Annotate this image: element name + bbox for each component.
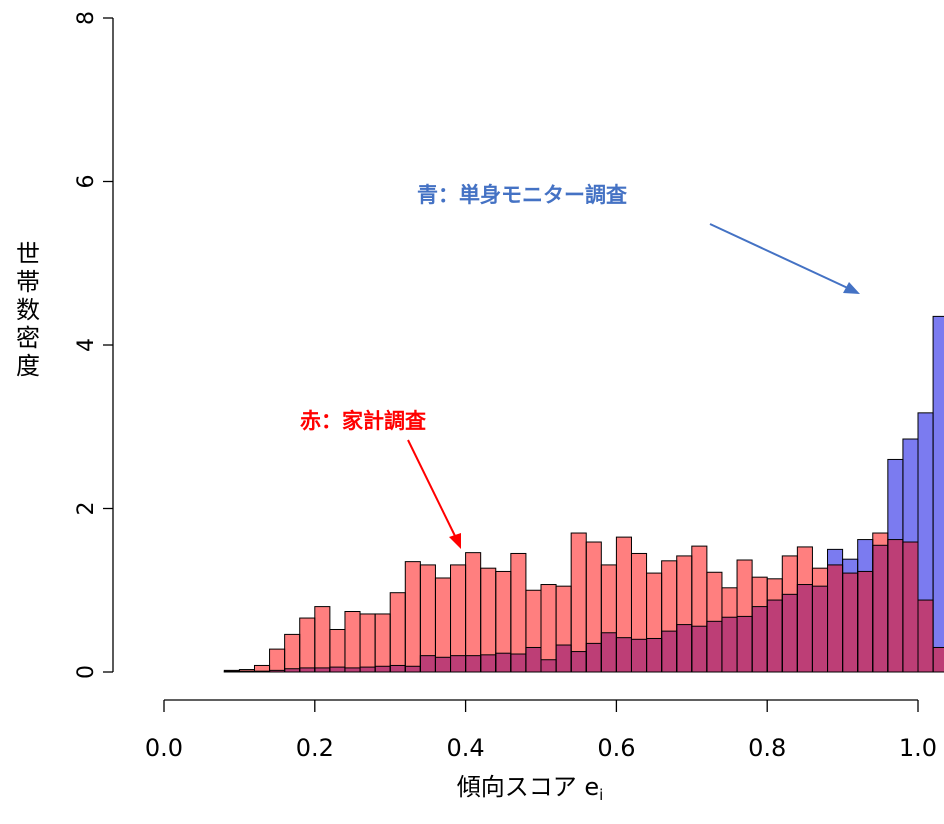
bar-red-18: [495, 571, 511, 672]
bar-overlap-46: [918, 600, 934, 672]
bar-red-8: [344, 611, 361, 672]
annotation-red-label: 赤：家計調査: [300, 409, 426, 433]
x-axis-ticks: 0.0 0.2 0.4 0.6 0.8 1.0: [145, 700, 937, 762]
y-tick-label-0: 0: [74, 665, 99, 679]
bar-overlap-11: [390, 665, 406, 672]
bar-overlap-40: [827, 564, 843, 672]
bar-overlap-19: [510, 654, 526, 672]
bar-overlap-27: [631, 639, 647, 672]
bar-overlap-4: [284, 668, 300, 672]
bar-red-19: [510, 553, 526, 672]
x-tick-label-4: 0.8: [748, 734, 786, 762]
bar-overlap-24: [586, 643, 602, 672]
bar-red-16: [465, 552, 481, 672]
y-axis-title: 世帯数密度: [16, 240, 40, 380]
annotation-blue-label: 青：単身モニター調査: [417, 183, 627, 207]
bar-overlap-37: [782, 594, 798, 672]
y-axis-title-text: 世帯数密度: [16, 240, 40, 380]
bar-red-7: [329, 629, 345, 672]
bar-overlap-28: [646, 638, 662, 672]
bar-red-24: [586, 542, 602, 672]
bar-outline-red-47: [932, 646, 944, 673]
bar-red-11: [390, 592, 406, 672]
bar-overlap-15: [450, 655, 466, 672]
bar-overlap-45: [902, 542, 918, 672]
annotation-blue-arrow-head: [843, 282, 860, 294]
bar-overlap-3: [269, 670, 285, 672]
bar-blue-47: [933, 316, 944, 672]
bar-overlap-43: [872, 545, 888, 672]
bar-overlap-36: [767, 600, 783, 672]
y-tick-label-1: 2: [74, 502, 99, 516]
bar-overlap-33: [721, 617, 738, 672]
bar-red-15: [450, 564, 466, 672]
bar-overlap-10: [375, 666, 391, 672]
bars-overlap: [224, 539, 944, 672]
bar-red-10: [375, 613, 391, 672]
bar-overlap-6: [314, 667, 330, 672]
bar-overlap-29: [661, 631, 677, 672]
x-axis-title: 傾向スコア ei: [457, 773, 604, 804]
bar-red-3: [269, 649, 285, 672]
bar-red-9: [360, 613, 376, 672]
annotation-blue-arrow-line: [709, 223, 853, 291]
bar-red-17: [480, 568, 496, 672]
bar-red-4: [284, 634, 300, 672]
bar-overlap-21: [541, 659, 557, 672]
x-tick-label-1: 0.2: [296, 734, 334, 762]
annotation-red-arrow-line: [407, 439, 457, 539]
x-tick-label-0: 0.0: [145, 734, 183, 762]
bar-overlap-14: [435, 657, 451, 672]
bar-overlap-23: [571, 651, 587, 672]
y-tick-label-4: 8: [74, 11, 99, 25]
bar-overlap-16: [465, 655, 481, 672]
bar-red-12: [405, 561, 421, 672]
y-axis-ticks: 0 2 4 6 8: [74, 11, 113, 679]
bar-overlap-17: [480, 654, 496, 672]
bar-overlap-41: [842, 573, 858, 672]
bar-overlap-38: [797, 584, 813, 672]
bar-overlap-5: [299, 667, 315, 672]
bar-overlap-34: [737, 616, 753, 672]
bar-overlap-31: [691, 626, 707, 672]
bar-overlap-32: [706, 621, 722, 672]
bar-red-23: [571, 533, 587, 672]
bar-red-13: [420, 564, 436, 672]
y-tick-label-3: 6: [74, 175, 99, 189]
bar-overlap-25: [601, 632, 617, 672]
bar-overlap-30: [676, 624, 692, 672]
bar-red-2: [254, 665, 270, 672]
bar-overlap-18: [495, 653, 511, 672]
bar-red-21: [541, 584, 557, 672]
bar-red-5: [299, 618, 315, 672]
bar-overlap-12: [405, 666, 421, 672]
bar-overlap-39: [812, 586, 828, 672]
bar-overlap-20: [525, 647, 541, 672]
y-tick-label-2: 4: [74, 338, 99, 352]
bar-overlap-47: [933, 647, 944, 672]
x-tick-label-2: 0.4: [447, 734, 485, 762]
bar-outlines: [223, 315, 944, 673]
bar-overlap-44: [887, 539, 903, 672]
bar-overlap-42: [857, 571, 873, 672]
bar-overlap-7: [329, 667, 345, 672]
bar-overlap-22: [556, 645, 572, 672]
bar-overlap-35: [752, 606, 768, 672]
x-axis-title-subscript: i: [599, 786, 603, 804]
bar-red-14: [435, 577, 451, 672]
x-tick-label-3: 0.6: [597, 734, 635, 762]
bar-overlap-8: [344, 667, 361, 672]
annotation-red-arrow-head: [449, 533, 461, 549]
x-tick-label-5: 1.0: [899, 734, 937, 762]
bar-overlap-26: [616, 637, 632, 672]
bar-overlap-13: [420, 655, 436, 672]
bar-red-6: [314, 606, 330, 672]
bar-overlap-9: [360, 667, 376, 672]
